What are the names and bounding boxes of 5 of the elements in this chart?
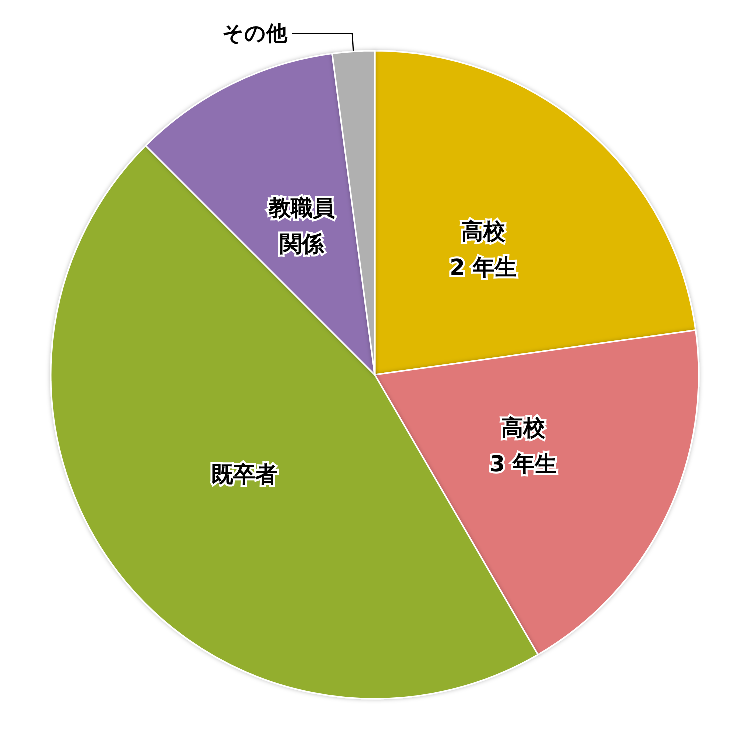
slice-label: その他 (222, 22, 288, 46)
slice-label: 既卒者 (211, 462, 278, 488)
slice-label: 高校 3 年生 (490, 416, 557, 478)
slice-label: 高校 2 年生 (450, 219, 517, 282)
slice-label: 教職員関係 (268, 196, 335, 258)
